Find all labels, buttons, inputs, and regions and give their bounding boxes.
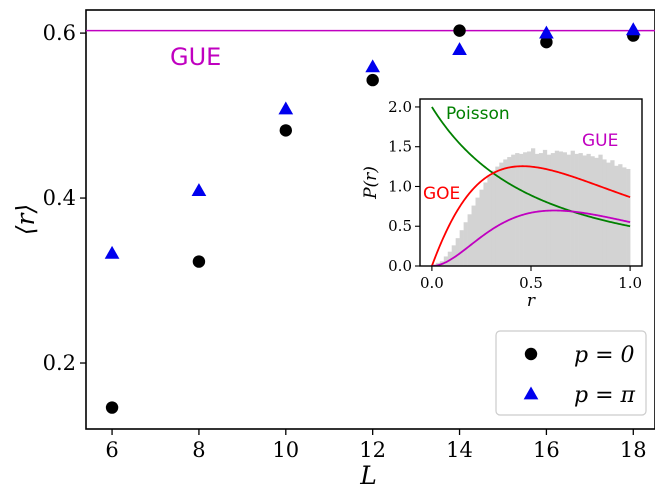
histogram-bar (558, 151, 564, 266)
x-tick-label: 10 (272, 438, 299, 462)
y-tick-label: 0.2 (43, 351, 76, 375)
histogram-bar (542, 149, 548, 266)
inset-y-tick-label: 0.5 (388, 217, 412, 235)
curve-label-gue: GUE (582, 131, 618, 151)
x-tick-label: 6 (105, 438, 118, 462)
inset-y-tick-label: 1.5 (388, 138, 412, 156)
histogram-bar (534, 153, 540, 266)
histogram-bar (527, 151, 532, 266)
histogram-bar (519, 153, 524, 266)
histogram-bar (538, 153, 544, 266)
histogram-bar (455, 238, 460, 266)
histogram-bar (479, 189, 484, 266)
histogram-bar (515, 153, 520, 266)
histogram-bar (451, 245, 456, 266)
histogram-bar (447, 251, 453, 266)
x-tick-label: 16 (533, 438, 560, 462)
histogram-bar (570, 150, 575, 266)
histogram-bar (586, 153, 591, 266)
histogram-bar (582, 155, 587, 266)
curve-gue (431, 209, 631, 266)
histogram-bar (511, 154, 516, 266)
inset-x-tick-label: 0.5 (519, 274, 543, 292)
histogram-bar (471, 205, 476, 266)
inset-plot: Poisson GOE GUE 0.0 0.5 1.0 0.0 0.5 1.0 1.5 2.0 r P(… (361, 98, 643, 311)
x-tick-label: 8 (192, 438, 205, 462)
curve-label-poisson: Poisson (446, 104, 510, 124)
y-tick-label: 0.6 (43, 21, 76, 45)
legend-marker-ppi (523, 386, 539, 400)
histogram-bar (590, 156, 595, 266)
legend-marker-p0 (524, 347, 538, 361)
curve-poisson (431, 106, 631, 228)
histogram-bar (550, 153, 556, 266)
inset-y-axis-label: P(r) (361, 166, 381, 200)
data-point-p0 (279, 124, 293, 137)
x-tick-label: 12 (359, 438, 386, 462)
histogram-bar (487, 176, 492, 266)
histogram-bar (523, 152, 528, 266)
inset-x-tick-label: 0.0 (420, 274, 444, 292)
data-point-p0 (192, 255, 206, 268)
histogram-bar (598, 154, 603, 266)
histogram-bar (606, 162, 611, 266)
y-axis-label: ⟨r⟩ (11, 204, 40, 235)
histogram-bar (622, 167, 627, 266)
main-plot: GUE 6 8 10 12 14 16 18 0.2 0.4 0.6 L ⟨r⟩ (11, 9, 655, 488)
histogram-bar (483, 182, 488, 266)
histogram (431, 148, 631, 266)
histogram-bar (459, 230, 464, 266)
data-point-p0 (540, 35, 553, 49)
inset-y-tick-label: 2.0 (388, 98, 412, 116)
histogram-bar (574, 153, 579, 266)
x-axis-label: L (359, 461, 377, 488)
curve-goe (431, 165, 631, 266)
histogram-bar (491, 170, 496, 266)
data-point-ppi (278, 101, 294, 115)
histogram-bar (531, 148, 536, 266)
histogram-bar (594, 157, 599, 266)
data-point-ppi (104, 245, 120, 259)
histogram-bar (463, 222, 468, 266)
histogram-bar (626, 168, 631, 266)
histogram-bar (602, 159, 607, 266)
histogram-bar (578, 153, 583, 266)
inset-x-axis-label: r (527, 291, 536, 311)
histogram-bar (618, 164, 623, 266)
inset-y-tick-label: 1.0 (388, 177, 412, 195)
data-point-ppi (452, 42, 467, 55)
data-point-ppi (625, 22, 641, 36)
gue-reference-label: GUE (170, 43, 221, 71)
main-plot-frame (85, 9, 655, 430)
data-point-ppi (191, 183, 207, 197)
histogram-bar (499, 162, 504, 266)
data-point-p0 (366, 73, 379, 87)
histogram-bar (610, 160, 615, 266)
histogram-bar (554, 150, 560, 266)
histogram-bar (495, 166, 500, 266)
curves (431, 106, 631, 266)
x-tick-label: 18 (620, 438, 647, 462)
x-tick-label: 14 (446, 438, 473, 462)
legend-label-ppi: p = π (574, 383, 636, 408)
histogram-bar (503, 159, 508, 266)
data-point-ppi (365, 59, 381, 73)
inset-y-tick-label: 0.0 (388, 257, 412, 275)
legend-label-p0: p = 0 (574, 343, 635, 368)
data-point-p0 (105, 401, 119, 414)
histogram-bar (507, 157, 512, 266)
histogram-bar (614, 165, 619, 266)
histogram-bar (467, 214, 472, 266)
data-point-p0 (453, 24, 466, 37)
inset-x-tick-label: 1.0 (618, 274, 642, 292)
legend: p = 0 p = π (495, 330, 647, 416)
data-point-ppi (539, 25, 554, 39)
y-tick-label: 0.4 (43, 186, 76, 210)
curve-label-goe: GOE (423, 184, 460, 204)
histogram-bar (475, 197, 480, 266)
